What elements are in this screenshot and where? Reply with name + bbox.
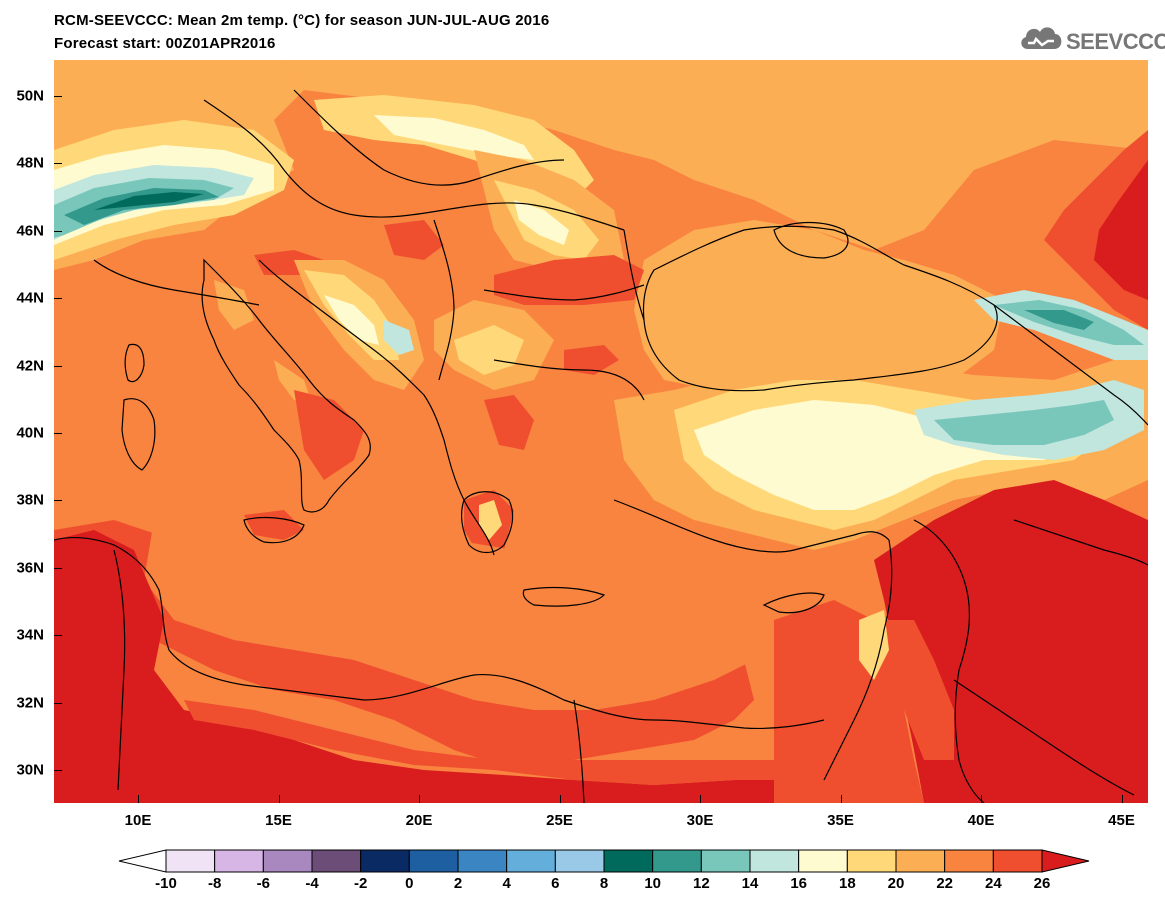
- longitude-label: 15E: [265, 812, 292, 829]
- colorbar-label: 16: [790, 875, 807, 892]
- colorbar-swatch: [457, 849, 508, 873]
- longitude-label: 30E: [686, 812, 714, 829]
- colorbar-swatch: [895, 849, 946, 873]
- latitude-label: 34N: [16, 626, 44, 644]
- colorbar-label: 10: [644, 875, 661, 892]
- colorbar-label: 22: [936, 875, 953, 892]
- colorbar-label: -10: [155, 875, 177, 892]
- latitude-tick: [54, 96, 62, 97]
- colorbar-swatch: [262, 849, 313, 873]
- latitude-label: 46N: [16, 222, 44, 240]
- longitude-label: 40E: [967, 812, 995, 829]
- colorbar-label: -4: [305, 875, 319, 892]
- colorbar-swatch: [700, 849, 751, 873]
- latitude-label: 30N: [16, 761, 44, 779]
- colorbar-swatch: [214, 849, 264, 873]
- colorbar-label: 6: [551, 875, 560, 892]
- temperature-field: [54, 60, 1148, 803]
- longitude-tick: [981, 795, 982, 803]
- colorbar-swatch: [652, 849, 702, 873]
- map-title: RCM-SEEVCCC: Mean 2m temp. (°C) for seas…: [54, 12, 550, 29]
- longitude-label: 35E: [827, 812, 854, 829]
- cloud-icon: [1021, 27, 1062, 49]
- colorbar-swatch: [554, 849, 605, 873]
- longitude-tick: [559, 795, 561, 803]
- temperature-colorbar: [118, 849, 1090, 873]
- colorbar-label: 2: [453, 875, 463, 892]
- latitude-tick: [54, 230, 62, 232]
- forecast-start-label: Forecast start: 00Z01APR2016: [54, 35, 276, 52]
- latitude-label: 42N: [16, 357, 44, 375]
- latitude-tick: [54, 567, 62, 569]
- colorbar-label: 20: [887, 875, 905, 892]
- latitude-tick: [54, 365, 62, 367]
- colorbar-swatch: [311, 849, 362, 873]
- colorbar-label: 24: [984, 875, 1002, 892]
- colorbar-swatch: [165, 849, 216, 873]
- colorbar-under-triangle: [118, 849, 167, 873]
- colorbar-swatch: [944, 849, 994, 873]
- colorbar-swatch: [798, 849, 848, 873]
- longitude-tick: [700, 795, 701, 803]
- longitude-label: 45E: [1108, 812, 1135, 829]
- longitude-tick: [840, 795, 842, 803]
- colorbar-swatch: [506, 849, 556, 873]
- colorbar-swatch: [749, 849, 800, 873]
- latitude-label: 40N: [16, 424, 44, 442]
- longitude-tick: [138, 795, 139, 803]
- latitude-tick: [54, 500, 62, 502]
- latitude-tick: [54, 298, 62, 300]
- colorbar-swatch: [408, 849, 459, 873]
- latitude-label: 32N: [16, 694, 44, 712]
- colorbar-swatch: [992, 849, 1043, 873]
- latitude-label: 38N: [16, 491, 44, 509]
- colorbar-swatch: [360, 849, 410, 873]
- latitude-label: 44N: [16, 289, 44, 307]
- colorbar-label: 26: [1033, 875, 1051, 892]
- temperature-map: [54, 60, 1148, 803]
- colorbar-label: -2: [353, 875, 368, 892]
- logo-text: SEEVCCC: [1066, 29, 1165, 54]
- longitude-tick: [419, 795, 420, 803]
- colorbar-label: 18: [838, 875, 856, 892]
- longitude-label: 10E: [124, 812, 152, 829]
- latitude-tick: [54, 635, 62, 637]
- latitude-tick: [54, 433, 62, 434]
- latitude-label: 50N: [16, 87, 44, 105]
- colorbar-label: 0: [405, 875, 414, 892]
- longitude-label: 20E: [405, 812, 433, 829]
- colorbar-label: 12: [692, 875, 710, 892]
- colorbar-label: -8: [207, 875, 222, 892]
- colorbar-swatch: [846, 849, 897, 873]
- colorbar-label: 8: [599, 875, 609, 892]
- latitude-tick: [54, 163, 62, 165]
- longitude-tick: [278, 795, 280, 803]
- seevccc-logo: SEEVCCC: [1018, 21, 1165, 57]
- latitude-label: 48N: [16, 154, 44, 172]
- latitude-tick: [54, 702, 62, 704]
- colorbar-over-triangle: [1041, 849, 1090, 873]
- colorbar-label: 4: [502, 875, 511, 892]
- latitude-label: 36N: [16, 559, 44, 577]
- latitude-tick: [54, 770, 62, 771]
- longitude-tick: [1121, 795, 1123, 803]
- colorbar-swatch: [603, 849, 654, 873]
- colorbar-label: -6: [256, 875, 270, 892]
- longitude-label: 25E: [546, 812, 573, 829]
- colorbar-label: 14: [741, 875, 759, 892]
